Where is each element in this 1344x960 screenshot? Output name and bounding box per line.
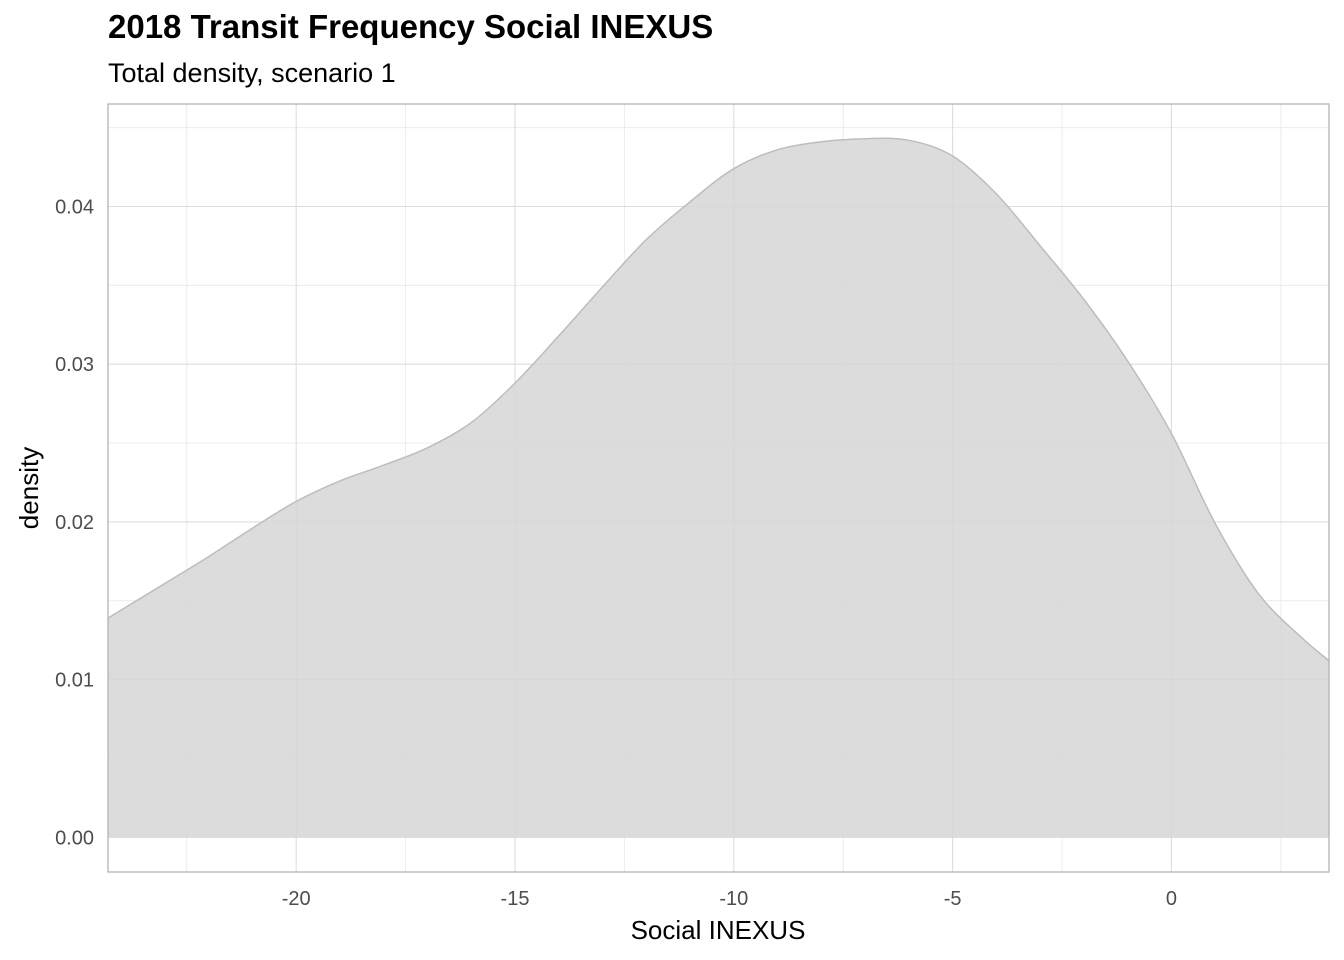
y-tick-label: 0.04 (55, 197, 94, 219)
x-tick-label: -20 (282, 888, 311, 910)
y-tick-label: 0.01 (55, 670, 94, 692)
y-tick-label: 0.02 (55, 512, 94, 534)
y-tick-label: 0.00 (55, 827, 94, 849)
density-area (108, 138, 1329, 838)
x-tick-label: -10 (719, 888, 748, 910)
y-tick-label: 0.03 (55, 354, 94, 376)
y-axis: 0.00 0.01 0.02 0.03 0.04 (55, 197, 94, 850)
x-tick-label: 0 (1166, 888, 1177, 910)
y-axis-title: density (14, 447, 44, 529)
density-line (107, 137, 1330, 662)
chart-title: 2018 Transit Frequency Social INEXUS (108, 8, 714, 45)
x-axis: -20 -15 -10 -5 0 (282, 888, 1177, 910)
x-axis-title: Social INEXUS (631, 915, 806, 945)
x-tick-label: -5 (944, 888, 962, 910)
chart-subtitle: Total density, scenario 1 (108, 58, 396, 88)
plot-border (107, 103, 1330, 873)
x-tick-label: -15 (501, 888, 530, 910)
